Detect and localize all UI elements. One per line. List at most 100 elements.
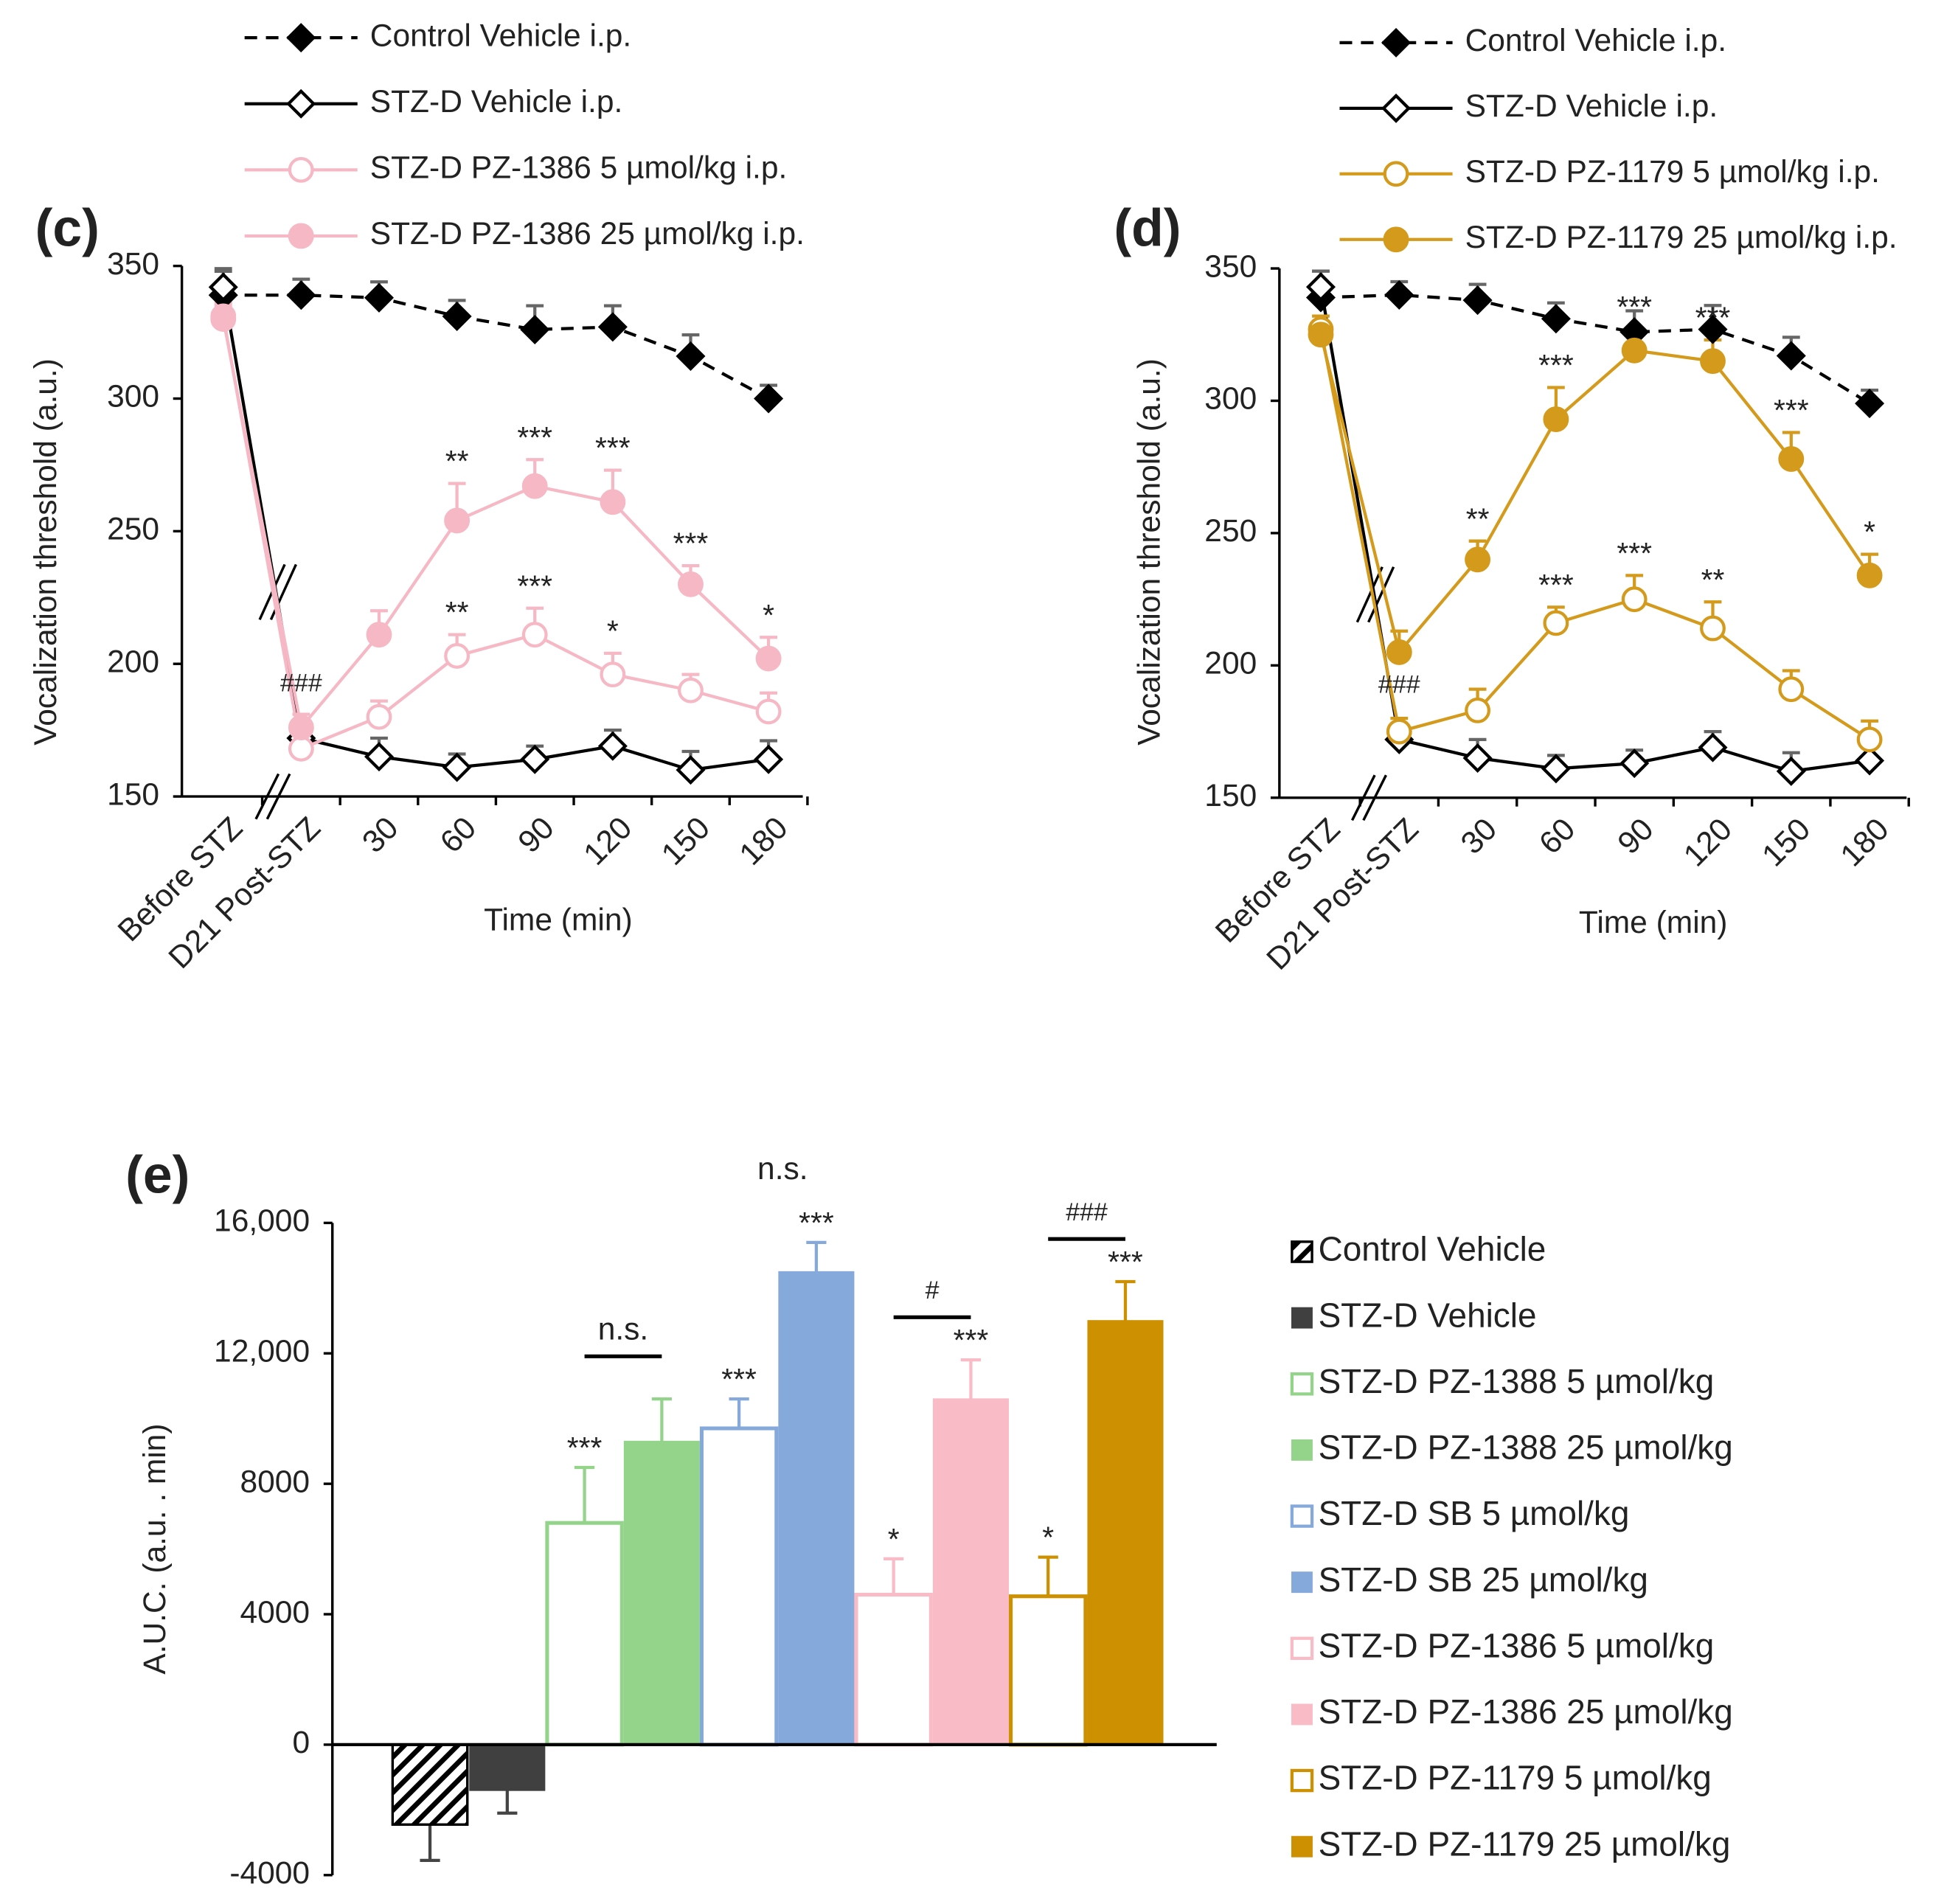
legend-label: STZ-D SB 25 µmol/kg: [1319, 1560, 1648, 1599]
significance-label: **: [1466, 501, 1490, 535]
marker: [1305, 272, 1336, 302]
legend-marker: [286, 88, 316, 119]
marker: [442, 301, 472, 332]
marker: [1621, 586, 1648, 613]
marker: [1386, 718, 1412, 745]
line-break: [1367, 566, 1395, 623]
marker: [754, 383, 784, 414]
significance-label: ***: [1617, 290, 1652, 324]
marker: [754, 744, 784, 774]
comparison-label: n.s.: [598, 1313, 649, 1347]
y-tick-label: 350: [107, 247, 159, 282]
marker: [1856, 562, 1883, 588]
comparison-label: n.s.: [757, 1152, 808, 1186]
panel-label: (d): [1114, 199, 1181, 258]
bar: [932, 1398, 1009, 1745]
marker: [600, 489, 626, 515]
marker: [1700, 348, 1726, 375]
marker: [366, 622, 392, 648]
significance-label: **: [445, 595, 469, 629]
significance-label: ***: [1538, 348, 1574, 382]
comparison-label: ###: [1066, 1198, 1108, 1226]
significance-label: ***: [1695, 301, 1731, 335]
marker: [1541, 304, 1571, 334]
marker: [1776, 341, 1806, 371]
significance-label: ***: [517, 420, 552, 454]
y-tick-label: 300: [1204, 382, 1257, 417]
legend-label: STZ-D PZ-1386 25 µmol/kg: [1319, 1692, 1733, 1731]
legend-swatch: [1290, 1636, 1314, 1661]
marker: [444, 643, 471, 669]
legend-label: STZ-D PZ-1386 5 µmol/kg i.p.: [370, 151, 788, 186]
marker: [1778, 446, 1805, 472]
y-tick-label: 16,000: [214, 1204, 310, 1239]
legend-label: Control Vehicle i.p.: [1465, 24, 1726, 58]
significance-label: ***: [954, 1323, 989, 1357]
marker: [676, 755, 706, 785]
marker: [1543, 610, 1569, 636]
marker: [364, 282, 395, 313]
axis-break: [265, 773, 291, 820]
marker: [678, 571, 704, 597]
series-line: [1319, 329, 1871, 741]
marker: [1778, 676, 1805, 703]
legend-swatch: [1290, 1372, 1314, 1396]
marker: [442, 752, 472, 782]
bar: [1008, 1594, 1088, 1747]
significance-label: *: [888, 1522, 900, 1556]
x-axis-label: Time (min): [484, 903, 633, 937]
legend-label: STZ-D Vehicle: [1319, 1296, 1537, 1334]
legend-swatch: [1291, 1703, 1313, 1726]
marker: [1700, 615, 1726, 642]
bar: [469, 1744, 546, 1791]
series-line: [221, 319, 770, 732]
marker: [444, 507, 471, 534]
marker: [1308, 322, 1334, 348]
marker: [1386, 639, 1412, 665]
bar: [545, 1521, 624, 1747]
x-tick-label: 90: [1611, 812, 1661, 861]
marker: [520, 744, 550, 774]
marker: [521, 473, 548, 499]
axis-break: [254, 773, 280, 820]
legend-marker: [1383, 161, 1409, 187]
legend-marker: [288, 223, 314, 249]
panel-label: (c): [35, 199, 100, 258]
marker: [597, 731, 628, 761]
marker: [1462, 285, 1493, 316]
y-tick-label: 300: [107, 380, 159, 414]
marker: [366, 703, 392, 730]
y-tick-label: -4000: [229, 1856, 310, 1891]
significance-label: ***: [1617, 536, 1652, 570]
y-tick-label: 250: [107, 513, 159, 547]
marker: [520, 314, 550, 344]
bar: [623, 1440, 700, 1745]
legend-label: STZ-D PZ-1179 5 µmol/kg i.p.: [1465, 155, 1880, 190]
marker: [1465, 697, 1491, 723]
y-tick-label: 4000: [240, 1595, 310, 1630]
marker: [1543, 406, 1569, 433]
marker: [1855, 389, 1885, 419]
marker: [676, 341, 706, 371]
significance-label: ***: [1538, 568, 1574, 602]
legend-label: STZ-D Vehicle i.p.: [370, 85, 623, 119]
y-axis-label: Vocalization threshold (a.u.): [29, 358, 63, 746]
y-tick-label: 8000: [240, 1465, 310, 1499]
line-break: [1355, 566, 1384, 623]
marker: [288, 735, 314, 762]
y-tick-label: 12,000: [214, 1335, 310, 1369]
significance-label: ***: [721, 1362, 757, 1396]
significance-label: ***: [595, 431, 631, 465]
panel-label: (e): [125, 1146, 190, 1205]
x-tick-label: 150: [656, 810, 717, 872]
significance-label: ***: [517, 569, 552, 602]
marker: [286, 280, 316, 310]
x-tick-label: 120: [577, 810, 639, 872]
bar: [699, 1426, 779, 1747]
legend-label: Control Vehicle: [1319, 1230, 1546, 1268]
bar: [1087, 1320, 1164, 1745]
legend-marker: [286, 23, 316, 53]
marker: [597, 312, 628, 342]
marker: [1855, 746, 1885, 776]
legend-swatch: [1291, 1307, 1313, 1329]
